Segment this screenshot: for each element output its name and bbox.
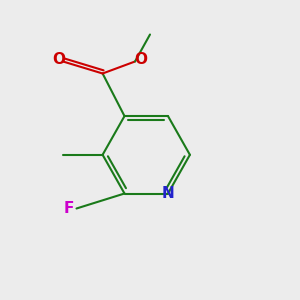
Text: O: O (52, 52, 65, 67)
Text: O: O (134, 52, 147, 68)
Text: F: F (64, 201, 74, 216)
Text: N: N (162, 186, 174, 201)
